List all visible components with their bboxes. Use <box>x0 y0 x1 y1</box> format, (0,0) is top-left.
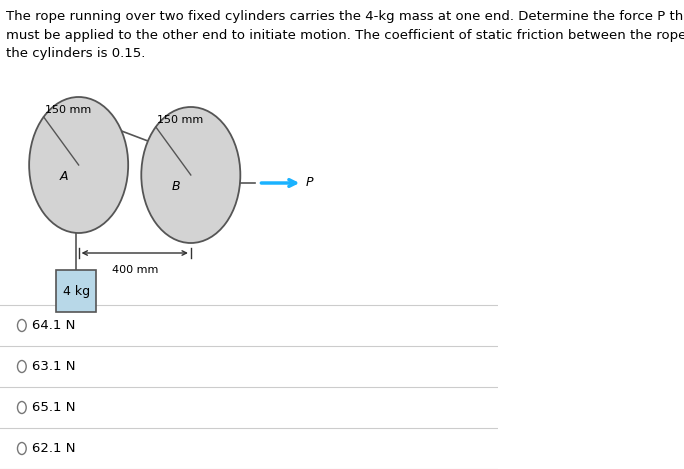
Text: 64.1 N: 64.1 N <box>32 319 75 332</box>
Circle shape <box>29 97 128 233</box>
Text: 150 mm: 150 mm <box>157 115 204 125</box>
Text: B: B <box>172 180 181 193</box>
Text: 65.1 N: 65.1 N <box>32 401 75 414</box>
Circle shape <box>18 361 26 372</box>
Bar <box>57 270 96 312</box>
Text: 400 mm: 400 mm <box>111 265 158 275</box>
Text: 63.1 N: 63.1 N <box>32 360 75 373</box>
Text: 4 kg: 4 kg <box>63 285 90 297</box>
Text: The rope running over two fixed cylinders carries the 4-kg mass at one end. Dete: The rope running over two fixed cylinder… <box>6 10 684 60</box>
Text: 62.1 N: 62.1 N <box>32 442 75 455</box>
Text: 150 mm: 150 mm <box>45 105 92 115</box>
Text: P: P <box>306 176 313 189</box>
Circle shape <box>18 401 26 414</box>
Circle shape <box>18 319 26 332</box>
Circle shape <box>18 442 26 454</box>
Circle shape <box>142 107 240 243</box>
Text: A: A <box>60 170 68 183</box>
